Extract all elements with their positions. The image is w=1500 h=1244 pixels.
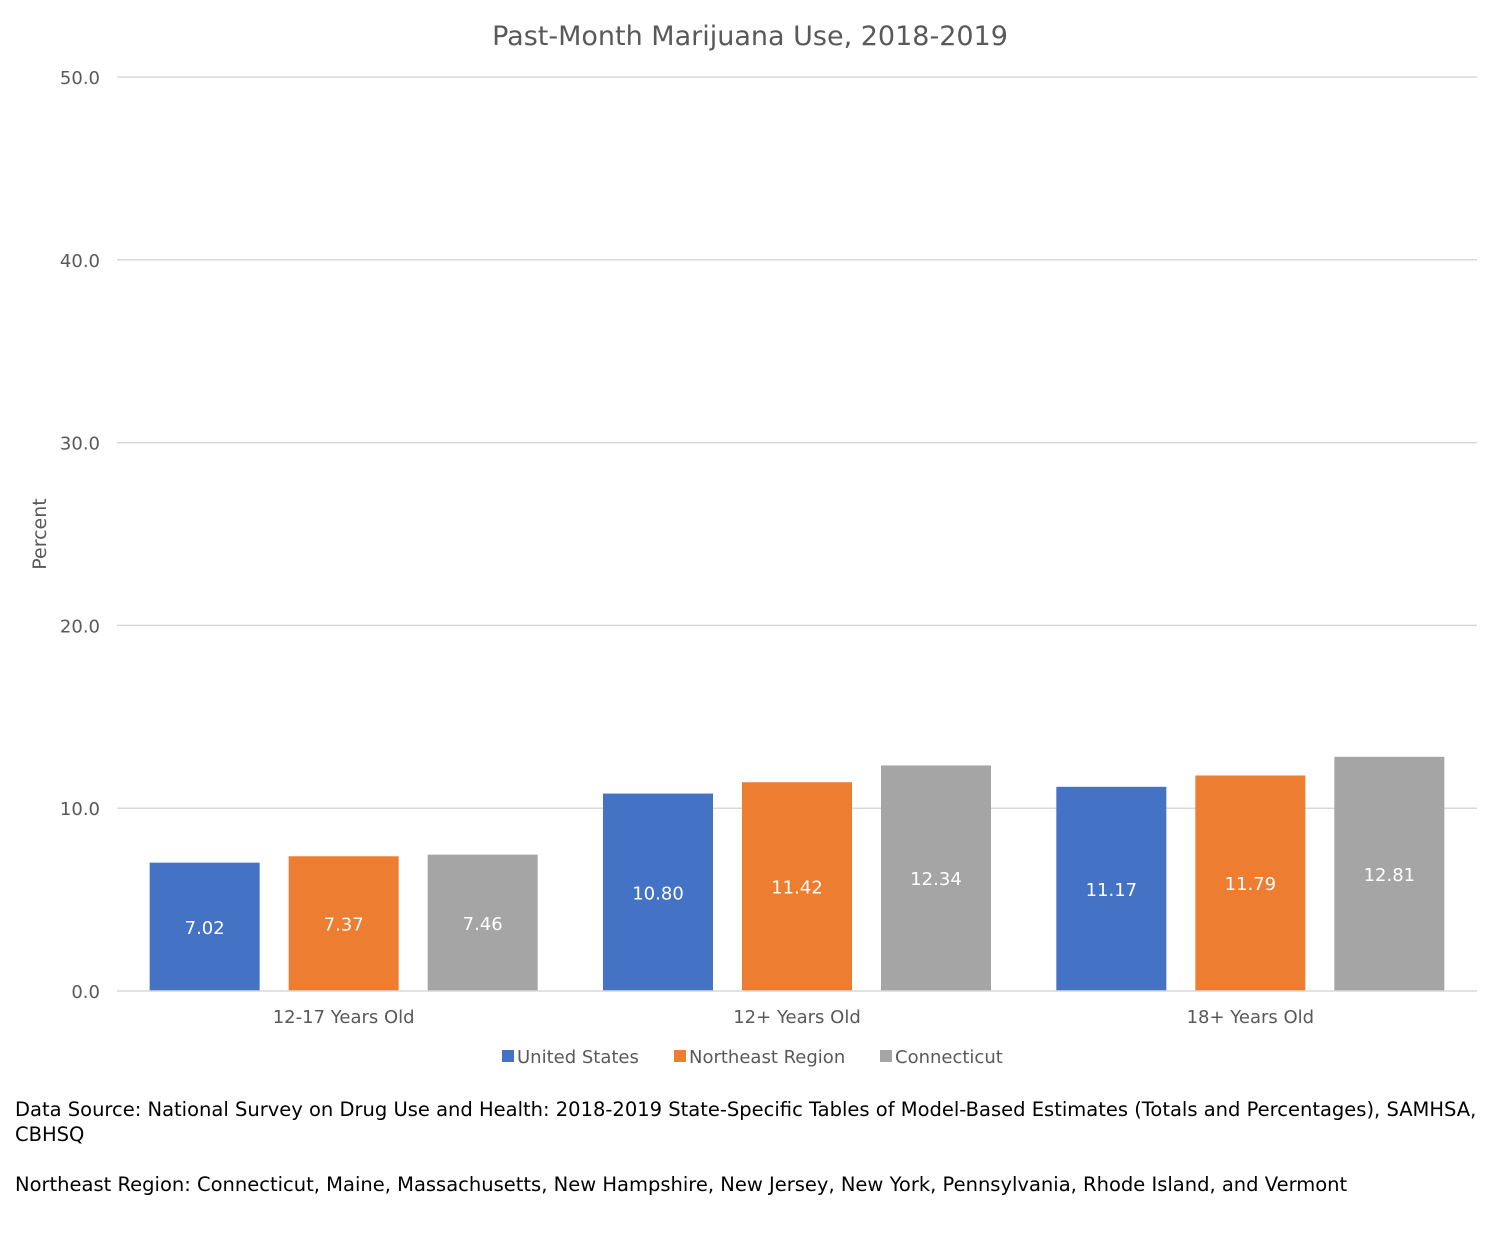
data-label: 12.34: [910, 869, 962, 890]
x-tick-label: 12-17 Years Old: [273, 1007, 415, 1028]
data-source-note: Data Source: National Survey on Drug Use…: [15, 1098, 1477, 1146]
bar: [881, 765, 991, 991]
data-label: 7.46: [463, 914, 503, 935]
data-label: 7.37: [324, 915, 364, 936]
y-axis-label: Percent: [29, 498, 51, 570]
legend-swatch: [880, 1050, 892, 1062]
legend-swatch: [674, 1050, 686, 1062]
bar: [1334, 756, 1445, 991]
gridlines: [117, 76, 1477, 809]
data-label: 12.81: [1364, 865, 1416, 886]
chart-title: Past-Month Marijuana Use, 2018-2019: [492, 21, 1008, 52]
legend-label: Northeast Region: [689, 1047, 845, 1068]
x-axis-tick-labels: 12-17 Years Old 12+ Years Old 18+ Years Ol…: [273, 1007, 1314, 1028]
y-tick-label: 0.0: [71, 982, 100, 1003]
y-tick-label: 20.0: [60, 616, 100, 637]
x-tick-label: 18+ Years Old: [1187, 1007, 1315, 1028]
bar: [1195, 775, 1306, 991]
data-label: 11.42: [771, 878, 823, 899]
bar: [603, 793, 713, 991]
legend-label: United States: [517, 1047, 639, 1068]
data-label: 11.79: [1225, 874, 1277, 895]
bar-chart: Past-Month Marijuana Use, 2018-2019 0.0 1…: [29, 21, 1477, 1068]
data-label: 11.17: [1086, 880, 1138, 901]
region-note: Northeast Region: Connecticut, Maine, Ma…: [15, 1173, 1348, 1196]
x-tick-label: 12+ Years Old: [733, 1007, 861, 1028]
legend-swatch: [502, 1050, 514, 1062]
y-tick-label: 50.0: [60, 68, 100, 89]
chart-notes: Data Source: National Survey on Drug Use…: [15, 1097, 1485, 1222]
bar: [288, 856, 399, 991]
bar: [427, 854, 538, 991]
y-tick-label: 10.0: [60, 799, 100, 820]
data-labels: 7.02 7.37 7.46 10.80 11.42 12.34 11.17 11.79 12.…: [185, 865, 1415, 939]
bar: [149, 862, 260, 991]
data-label: 7.02: [185, 918, 225, 939]
y-axis-tick-labels: 0.0 10.0 20.0 30.0 40.0 50.0: [60, 68, 100, 1003]
bar: [742, 782, 852, 991]
y-tick-label: 40.0: [60, 251, 100, 272]
y-tick-label: 30.0: [60, 434, 100, 455]
legend: United States Northeast Region Connecticut: [502, 1047, 1003, 1068]
bars: [149, 756, 1445, 991]
bar: [1056, 786, 1167, 991]
legend-label: Connecticut: [895, 1047, 1003, 1068]
data-label: 10.80: [632, 883, 684, 904]
